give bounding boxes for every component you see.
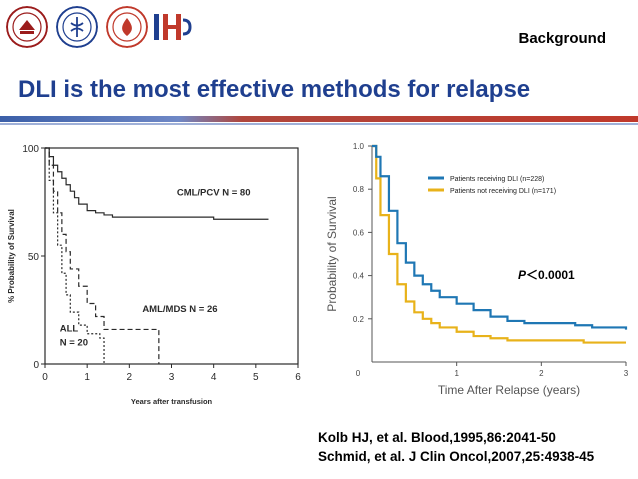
title-divider-thin: [0, 123, 638, 125]
series-label: CML/PCV N = 80: [177, 188, 251, 199]
series-line-all: [45, 147, 105, 364]
ih-logo: [154, 14, 192, 40]
x-tick-label: 1: [84, 372, 90, 383]
x-tick-label: 1: [454, 369, 459, 378]
x-axis-label: Time After Relapse (years): [438, 383, 580, 397]
x-tick-label: 0: [356, 369, 361, 378]
series-line-aml-mds: [45, 147, 160, 364]
x-tick-label: 0: [42, 372, 48, 383]
legend-label: Patients receiving DLI (n=228): [450, 176, 544, 183]
y-tick-label: 0.4: [353, 272, 365, 281]
series-label: AML/MDS N = 26: [142, 304, 217, 315]
x-tick-label: 3: [169, 372, 175, 383]
plot-frame: [44, 147, 299, 365]
series-line-cml-pcv: [45, 147, 269, 220]
x-tick-label: 3: [624, 369, 629, 378]
x-tick-label: 6: [295, 372, 301, 383]
x-tick-label: 2: [127, 372, 133, 383]
y-tick-label: 1.0: [353, 142, 365, 151]
references: Kolb HJ, et al. Blood,1995,86:2041-50 Sc…: [318, 428, 594, 466]
x-tick-label: 5: [253, 372, 259, 383]
x-axis-label: Years after transfusion: [131, 397, 213, 406]
university-seal-logo: [6, 6, 48, 48]
p-value-annotation: P＜0.0001: [518, 268, 575, 282]
y-axis-label: Probability of Survival: [325, 196, 339, 311]
y-tick-label: 0.8: [353, 185, 365, 194]
survival-chart-schmid: 0 1 2 3 0.2 0.4 0.6 0.8 1.0 Time After Relapse (y…: [325, 142, 629, 397]
series-line: [372, 144, 628, 330]
survival-chart-kolb: 0 1 2 3 4 5 6 0 50 100 Years after transfusion % Pr…: [7, 144, 301, 406]
y-tick-label: 0.6: [353, 228, 365, 237]
y-tick-label: 100: [22, 144, 39, 155]
section-label: Background: [518, 30, 606, 47]
legend-label: Patients not receiving DLI (n=171): [450, 188, 556, 195]
title-divider: [0, 116, 638, 122]
reference-kolb: Kolb HJ, et al. Blood,1995,86:2041-50: [318, 430, 556, 445]
y-tick-label: 50: [28, 252, 40, 263]
y-tick-label: 0.2: [353, 315, 365, 324]
series-line: [372, 144, 626, 344]
medical-school-seal-logo: [56, 6, 98, 48]
series-label: N = 20: [60, 338, 88, 349]
series-label: ALL: [60, 324, 79, 335]
reference-schmid: Schmid, et al. J Clin Oncol,2007,25:4938…: [318, 449, 595, 464]
x-tick-label: 2: [539, 369, 544, 378]
hematology-institute-logo: [106, 6, 148, 48]
y-tick-label: 0: [33, 360, 39, 371]
y-axis-label: % Probability of Survival: [7, 209, 16, 303]
slide-title: DLI is the most effective methods for re…: [18, 76, 531, 103]
x-tick-label: 4: [211, 372, 217, 383]
